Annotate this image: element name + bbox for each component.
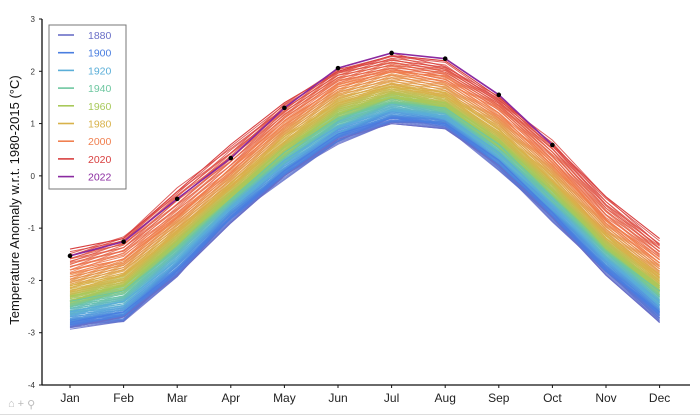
x-tick-label: Feb xyxy=(113,391,134,405)
legend-label: 1940 xyxy=(88,83,112,95)
series-line-interp xyxy=(69,121,660,323)
point-2022 xyxy=(282,105,287,111)
series-line-interp xyxy=(69,88,660,288)
point-2022 xyxy=(550,142,555,148)
point-2022 xyxy=(174,196,180,202)
y-tick-label: -4 xyxy=(28,381,36,390)
series-line-1920 xyxy=(69,109,660,313)
plot-toolbar: ⌂ + ⚲ xyxy=(8,398,35,411)
legend-box xyxy=(48,24,127,190)
point-2022 xyxy=(228,155,234,161)
point-2022 xyxy=(335,65,341,71)
x-tick-label: Apr xyxy=(221,391,240,405)
series-line-interp xyxy=(69,83,660,282)
x-tick-label: Nov xyxy=(595,391,616,405)
legend-label: 1920 xyxy=(88,65,112,77)
series-lines xyxy=(67,50,660,330)
x-tick-label: Oct xyxy=(543,391,562,405)
series-line-interp xyxy=(69,57,660,256)
series-line-interp xyxy=(69,114,660,316)
series-line-interp xyxy=(69,65,660,259)
legend-label: 1960 xyxy=(88,101,112,113)
series-line-1940 xyxy=(69,102,660,302)
series-line-interp xyxy=(69,76,660,276)
x-tick-label: Aug xyxy=(435,391,456,405)
series-line-interp xyxy=(69,89,660,290)
point-2022 xyxy=(496,92,502,98)
series-line-interp xyxy=(69,79,660,278)
zoom-icon[interactable]: ⚲ xyxy=(27,399,36,411)
pan-icon[interactable]: + xyxy=(17,398,25,410)
divider xyxy=(0,414,700,415)
series-line-interp xyxy=(69,90,660,291)
series-line-interp xyxy=(69,67,660,262)
y-tick-label: 3 xyxy=(31,15,36,24)
y-tick-label: -3 xyxy=(28,329,36,338)
series-line-2022 xyxy=(69,52,553,257)
series-line-interp xyxy=(69,85,660,285)
series-line-2020 xyxy=(69,55,660,250)
y-axis-label: Temperature Anomaly w.r.t. 1980-2015 (°C… xyxy=(7,75,22,324)
series-line-interp xyxy=(69,93,660,297)
legend-label: 2022 xyxy=(88,172,112,184)
series-line-interp xyxy=(69,108,660,310)
x-tick-label: Mar xyxy=(167,391,188,405)
series-line-1980 xyxy=(69,86,660,287)
point-2022 xyxy=(442,56,448,62)
series-line-interp xyxy=(69,91,660,293)
x-tick-label: Jan xyxy=(60,391,79,405)
y-tick-label: 1 xyxy=(31,120,36,129)
series-line-interp xyxy=(69,101,660,305)
series-line-interp xyxy=(69,102,660,307)
x-tick-label: Jul xyxy=(384,391,399,405)
legend-label: 1980 xyxy=(88,119,112,131)
series-line-interp xyxy=(69,69,660,275)
series-line-interp xyxy=(69,116,660,321)
axes: 3 2 1 0 -1 -2 -3 -4 Jan Feb Mar Apr May Jun Jul Aug Sep O… xyxy=(28,15,690,405)
point-2022 xyxy=(389,50,394,56)
x-tick-label: Sep xyxy=(488,391,510,405)
series-line-interp xyxy=(69,115,660,318)
series-line-1960 xyxy=(69,96,660,297)
y-tick-label: 2 xyxy=(31,67,36,76)
series-line-interp xyxy=(69,74,660,274)
series-line-interp xyxy=(69,69,660,265)
y-tick-label: 0 xyxy=(31,172,36,181)
point-2022 xyxy=(121,239,126,245)
series-line-interp xyxy=(69,119,660,321)
series-line-interp xyxy=(69,55,660,253)
legend-label: 1880 xyxy=(88,30,112,42)
legend: 1880 1900 1920 1940 1960 1980 2000 2020 2022 xyxy=(48,24,127,190)
legend-label: 2000 xyxy=(88,136,112,148)
series-line-interp xyxy=(69,81,660,280)
series-line-interp xyxy=(69,96,660,297)
series-line-interp xyxy=(69,71,660,268)
y-tick-label: -2 xyxy=(28,276,36,285)
series-line-interp xyxy=(69,108,660,315)
series-line-interp xyxy=(69,101,660,303)
series-line-interp xyxy=(69,68,660,275)
series-line-interp xyxy=(69,108,660,313)
series-line-interp xyxy=(69,59,660,260)
legend-label: 2020 xyxy=(88,154,112,166)
series-line-1900 xyxy=(69,117,660,323)
series-line-2000 xyxy=(69,70,660,271)
y-tick-label: -1 xyxy=(28,224,36,233)
legend-label: 1900 xyxy=(88,48,112,60)
x-tick-label: Dec xyxy=(649,391,670,405)
series-line-1880 xyxy=(69,123,660,329)
x-tick-label: May xyxy=(273,391,296,405)
x-tick-label: Jun xyxy=(328,391,347,405)
point-2022 xyxy=(67,253,73,259)
home-icon[interactable]: ⌂ xyxy=(8,398,15,410)
series-line-interp xyxy=(69,92,660,295)
